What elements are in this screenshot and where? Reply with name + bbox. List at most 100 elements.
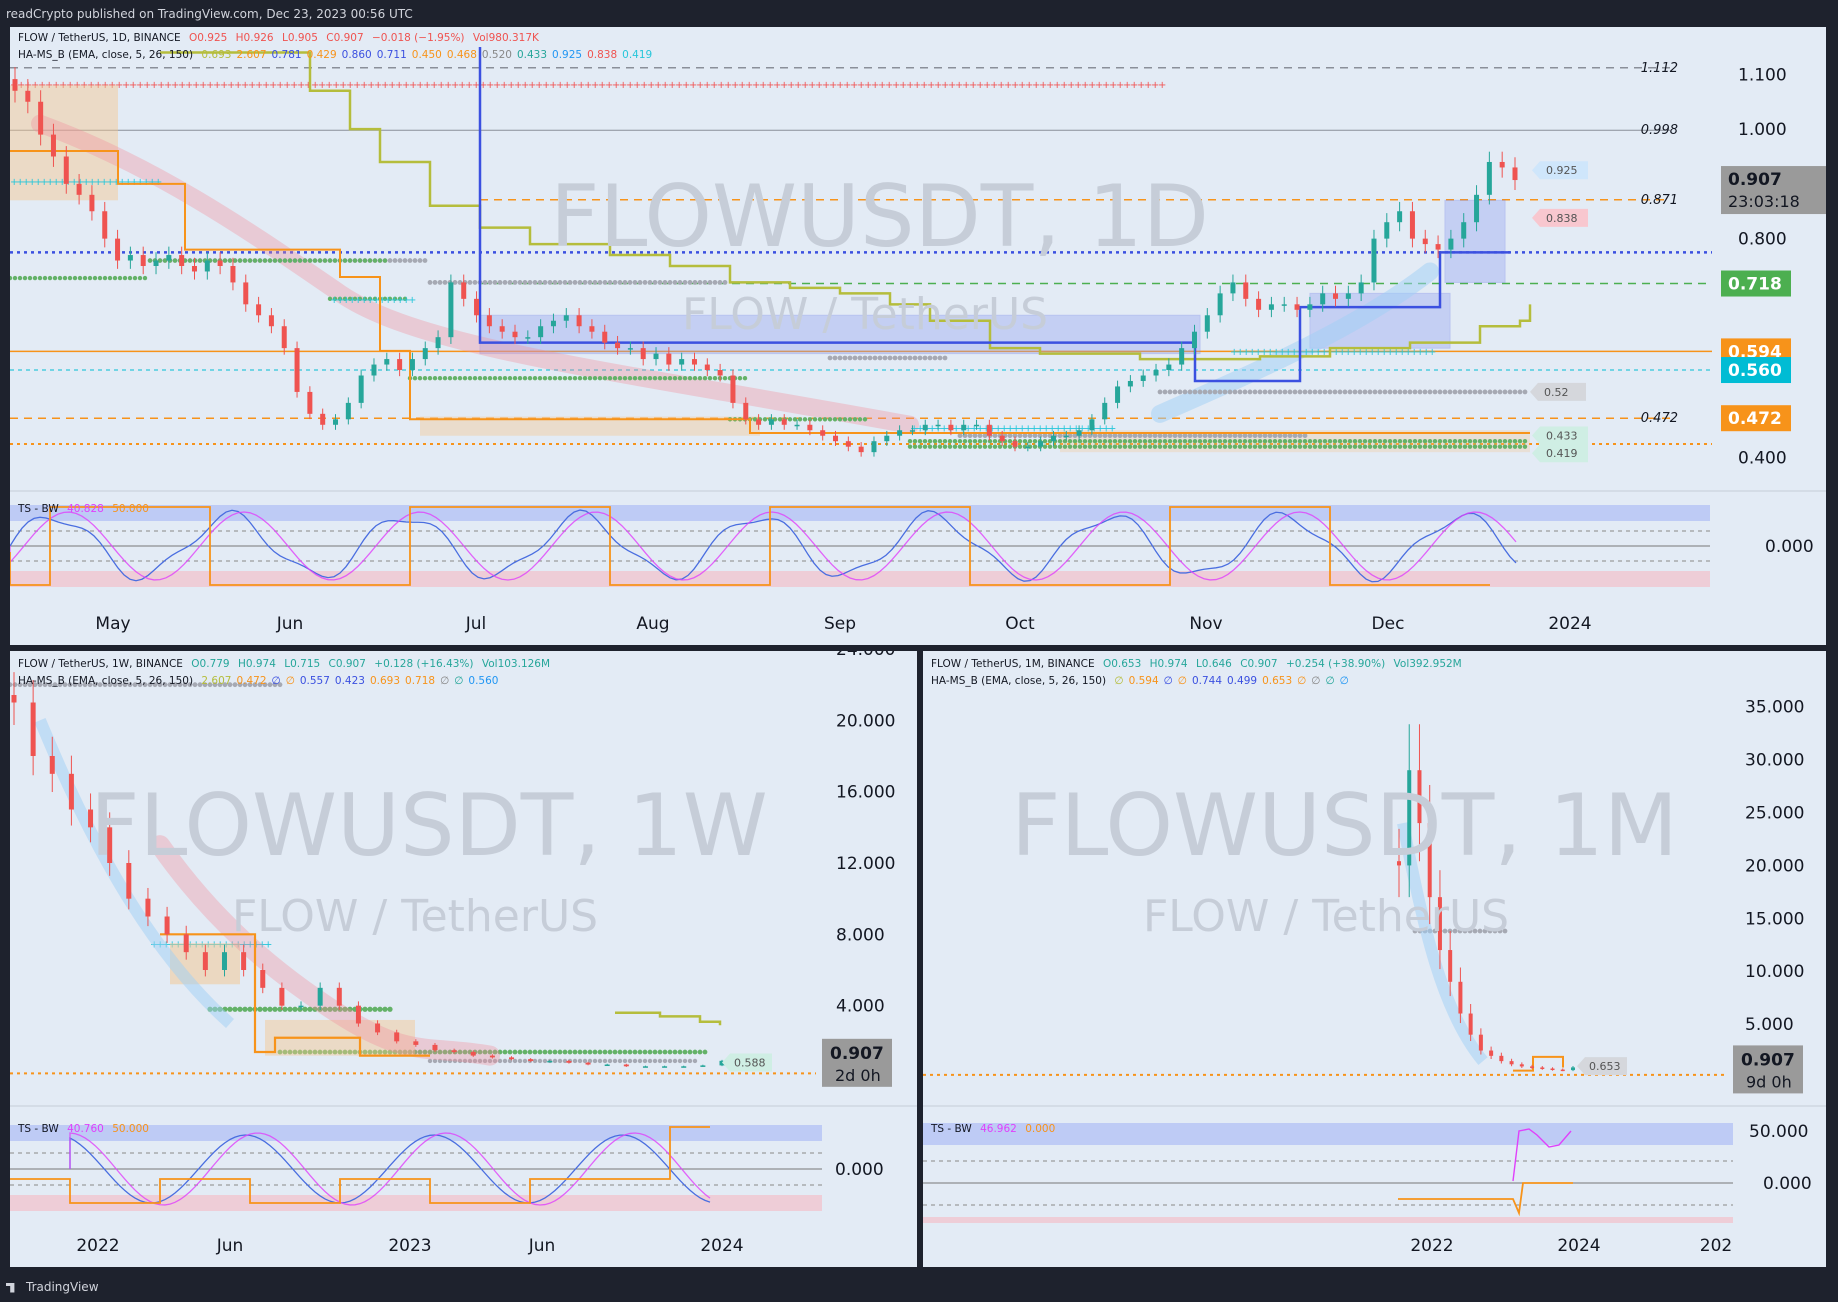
footer-label: TradingView <box>26 1280 99 1294</box>
green-dot <box>162 258 168 263</box>
price-tick: 10.000 <box>1745 962 1804 982</box>
green-dot <box>1322 439 1328 444</box>
time-label: 2024 <box>700 1236 743 1256</box>
green-dot <box>1107 439 1113 444</box>
cross-marker: + <box>388 80 396 91</box>
green-dot <box>277 1006 283 1012</box>
grey-dot <box>1267 433 1273 439</box>
candle-body <box>102 211 108 239</box>
grey-dot <box>122 682 128 688</box>
indicator-value: ∅ <box>1163 675 1173 687</box>
cross-marker: + <box>10 177 18 188</box>
green-dot <box>687 376 693 381</box>
cross-marker: + <box>311 80 319 91</box>
green-dot <box>562 1049 568 1055</box>
grey-dot <box>1497 389 1503 395</box>
grey-dot <box>922 355 928 361</box>
time-label: Jul <box>465 614 487 634</box>
daily-chart-canvas[interactable]: + + + + + + + + + + + + + + + + + + + + + + + + + + + + + + + + + + + + + + + +… <box>10 27 1826 645</box>
grey-dot <box>1167 389 1173 395</box>
grey-dot <box>52 682 58 688</box>
grey-dot <box>992 433 998 439</box>
green-dot <box>1422 439 1428 444</box>
green-dot <box>522 376 528 381</box>
green-dot <box>1112 439 1118 444</box>
grey-dot <box>257 682 263 688</box>
grey-dot <box>1327 389 1333 395</box>
watermark-description: FLOW / TetherUS <box>682 289 1049 340</box>
cross-marker: + <box>136 177 144 188</box>
cross-marker: + <box>521 80 529 91</box>
grey-dot <box>872 355 878 361</box>
candle-body <box>717 370 723 376</box>
price-tick: 12.000 <box>836 854 895 874</box>
candle-body <box>576 315 582 327</box>
green-dot <box>287 258 293 263</box>
price-badge <box>1733 1045 1803 1094</box>
green-dot <box>22 275 28 281</box>
daily-chart-panel[interactable]: FLOWUSDT, 1D FLOW / TetherUS + + + + + + + + + + +… <box>10 27 1826 645</box>
cross-marker: + <box>916 424 924 435</box>
grey-dot <box>1497 928 1503 934</box>
green-dot <box>627 376 633 381</box>
grey-dot <box>1242 433 1248 439</box>
grey-dot <box>1317 389 1323 395</box>
green-dot <box>672 376 678 381</box>
green-dot <box>917 444 923 449</box>
grey-dot <box>532 1058 538 1064</box>
candle-body <box>756 419 762 425</box>
indicator-value: 2.607 <box>201 675 232 687</box>
value-tag <box>1577 1057 1627 1076</box>
weekly-chart-panel[interactable]: FLOWUSDT, 1W FLOW / TetherUS +++++++++++… <box>10 651 917 1267</box>
green-dot <box>492 376 498 381</box>
cross-marker: + <box>87 80 95 91</box>
weekly-chart-canvas[interactable]: ++++++++++++++++++++24.00020.00016.00012… <box>10 651 917 1267</box>
grey-dot <box>252 682 258 688</box>
green-dot <box>1422 444 1428 449</box>
green-dot <box>1067 444 1073 449</box>
green-dot <box>1287 444 1293 449</box>
green-dot <box>807 417 813 422</box>
green-dot <box>467 376 473 381</box>
grey-dot <box>1292 433 1298 439</box>
cross-marker: + <box>994 424 1002 435</box>
cross-marker: + <box>983 80 991 91</box>
monthly-chart-canvas[interactable]: 35.000 30.000 25.000 20.000 15.000 10.000 5.00… <box>923 651 1826 1267</box>
grey-dot <box>1402 389 1408 395</box>
time-label: 2023 <box>388 1236 431 1256</box>
grey-dot <box>1457 389 1463 395</box>
value-tag <box>1532 444 1588 463</box>
cross-marker: + <box>17 80 25 91</box>
green-dot <box>482 376 488 381</box>
candle-body <box>371 364 377 376</box>
cross-marker: + <box>1356 347 1364 358</box>
cross-marker: + <box>1088 80 1096 91</box>
publisher-header: readCrypto published on TradingView.com,… <box>6 7 413 21</box>
grey-dot <box>102 682 108 688</box>
green-dot <box>62 275 68 281</box>
green-dot <box>1382 444 1388 449</box>
cross-marker: + <box>325 80 333 91</box>
cross-marker: + <box>16 177 24 188</box>
green-dot <box>517 1049 523 1055</box>
grey-dot <box>387 258 393 263</box>
price-badge-text: 0.907 <box>1741 1050 1795 1070</box>
green-dot <box>737 376 743 381</box>
cross-marker: + <box>28 177 36 188</box>
green-dot <box>67 275 73 281</box>
green-dot <box>432 1049 438 1055</box>
legend-open: O0.653 <box>1102 658 1142 670</box>
cross-marker: + <box>479 80 487 91</box>
green-dot <box>12 275 18 281</box>
green-dot <box>1487 439 1493 444</box>
cross-marker: + <box>843 80 851 91</box>
green-dot <box>1522 439 1528 444</box>
grey-dot <box>642 280 648 285</box>
monthly-chart-panel[interactable]: FLOWUSDT, 1M FLOW / TetherUS 35.000 30.00… <box>923 651 1826 1267</box>
green-dot <box>1432 444 1438 449</box>
price-tick: 1.100 <box>1738 65 1787 85</box>
candle-body <box>241 952 247 970</box>
candle-body <box>512 331 518 338</box>
green-dot <box>242 1006 248 1012</box>
green-dot <box>382 1049 388 1055</box>
